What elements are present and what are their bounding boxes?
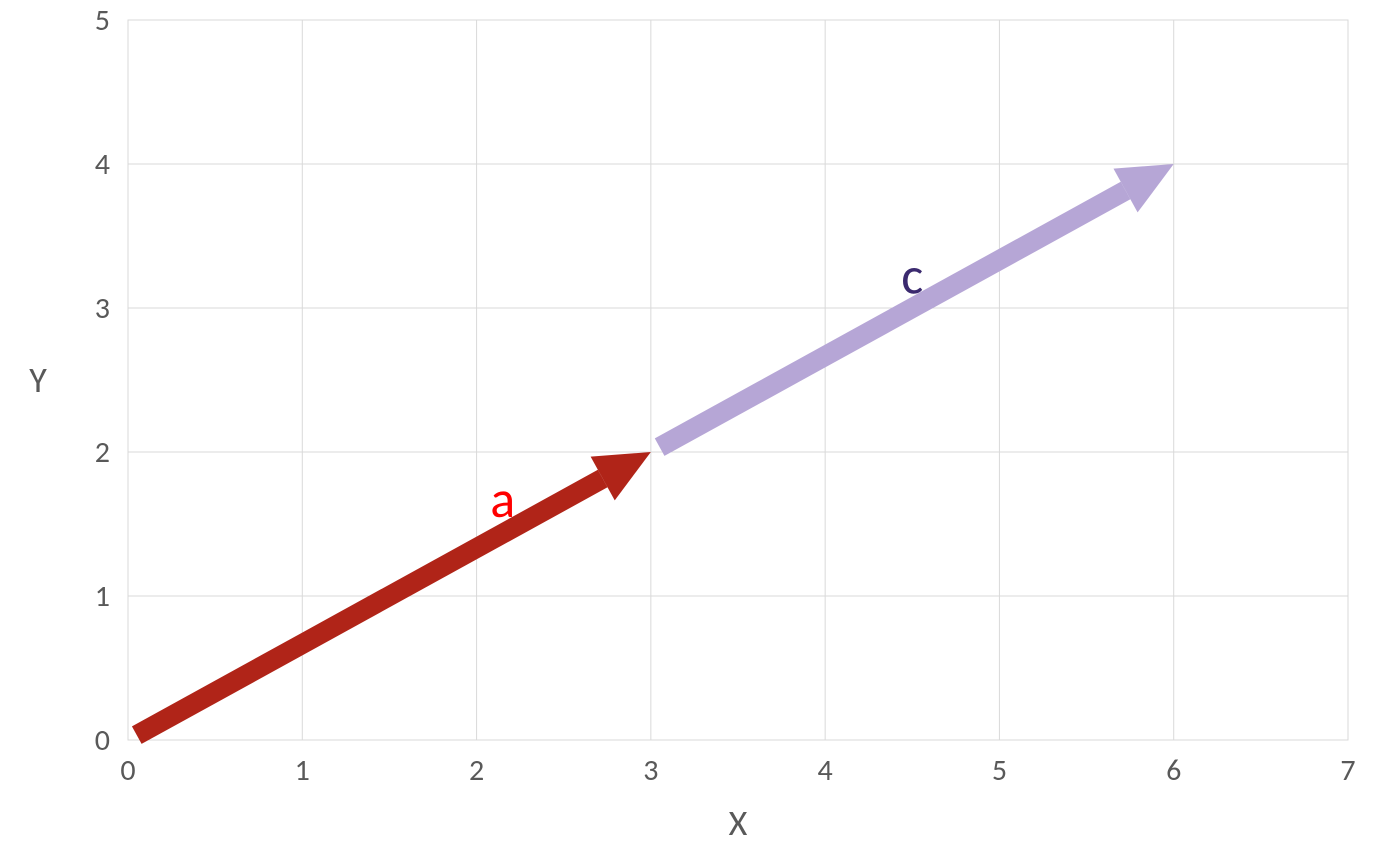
y-tick-label: 1 [95, 578, 110, 615]
x-tick-label: 1 [295, 752, 310, 789]
x-axis-title: X [729, 801, 748, 845]
x-tick-label: 0 [120, 752, 135, 789]
y-axis-title: Y [29, 358, 47, 402]
y-tick-label: 5 [95, 2, 110, 39]
y-tick-label: 2 [95, 434, 110, 471]
x-tick-label: 7 [1340, 752, 1355, 789]
x-tick-label: 5 [992, 752, 1007, 789]
vector-a-label: a [490, 467, 515, 531]
chart-svg: 0 1 2 3 4 5 6 7 0 1 2 3 4 5 X Yc a [0, 0, 1397, 857]
y-tick-label: 0 [95, 722, 110, 759]
x-tick-label: 6 [1166, 752, 1181, 789]
x-tick-label: 4 [818, 752, 833, 789]
vector-c-label: c [901, 244, 923, 308]
y-tick-label: 4 [95, 146, 110, 183]
vector-chart: 0 1 2 3 4 5 6 7 0 1 2 3 4 5 X Yc a [0, 0, 1397, 857]
y-tick-label: 3 [95, 290, 110, 327]
x-tick-label: 3 [643, 752, 658, 789]
x-tick-label: 2 [469, 752, 484, 789]
